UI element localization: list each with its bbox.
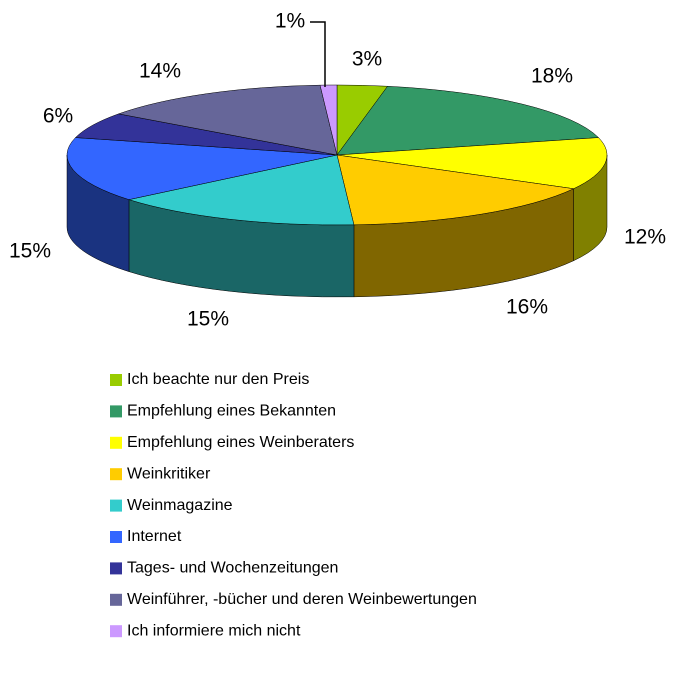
data-label: 14%: [139, 60, 181, 83]
data-label: 16%: [506, 296, 548, 319]
leader-line: [310, 21, 326, 87]
data-label: 1%: [275, 10, 305, 33]
legend-label: Empfehlung eines Bekannten: [127, 403, 336, 420]
legend-label: Weinkritiker: [127, 465, 211, 482]
legend-swatch: [110, 562, 122, 575]
legend-label: Weinführer, -bücher und deren Weinbewert…: [127, 591, 477, 608]
data-label: 6%: [43, 105, 73, 128]
pie-slice: [66, 137, 338, 200]
pie-slice: [336, 85, 600, 156]
data-label: 3%: [352, 48, 382, 71]
pie-slice: [127, 154, 355, 226]
legend-label: Ich informiere mich nicht: [127, 622, 301, 639]
legend-label: Internet: [127, 528, 182, 545]
data-label: 15%: [187, 308, 229, 331]
data-label: 15%: [9, 240, 51, 263]
legend-swatch: [110, 468, 122, 481]
pie-slice: [336, 154, 575, 226]
pie-slice: [336, 137, 608, 189]
legend-swatch: [110, 374, 122, 386]
legend-label: Empfehlung eines Weinberaters: [127, 434, 354, 451]
legend-swatch: [110, 499, 122, 512]
legend-swatch: [110, 405, 122, 418]
pie-slice: [319, 84, 338, 156]
legend-swatch: [110, 531, 122, 543]
data-label: 18%: [531, 65, 573, 88]
legend-swatch: [110, 625, 122, 638]
legend-swatch: [110, 593, 122, 606]
legend-label: Tages- und Wochenzeitungen: [127, 560, 338, 577]
pie-slice: [117, 84, 338, 156]
legend-label: Weinmagazine: [127, 497, 233, 514]
data-label: 12%: [624, 226, 666, 249]
legend-label: Ich beachte nur den Preis: [127, 371, 309, 388]
legend-swatch: [110, 436, 122, 449]
